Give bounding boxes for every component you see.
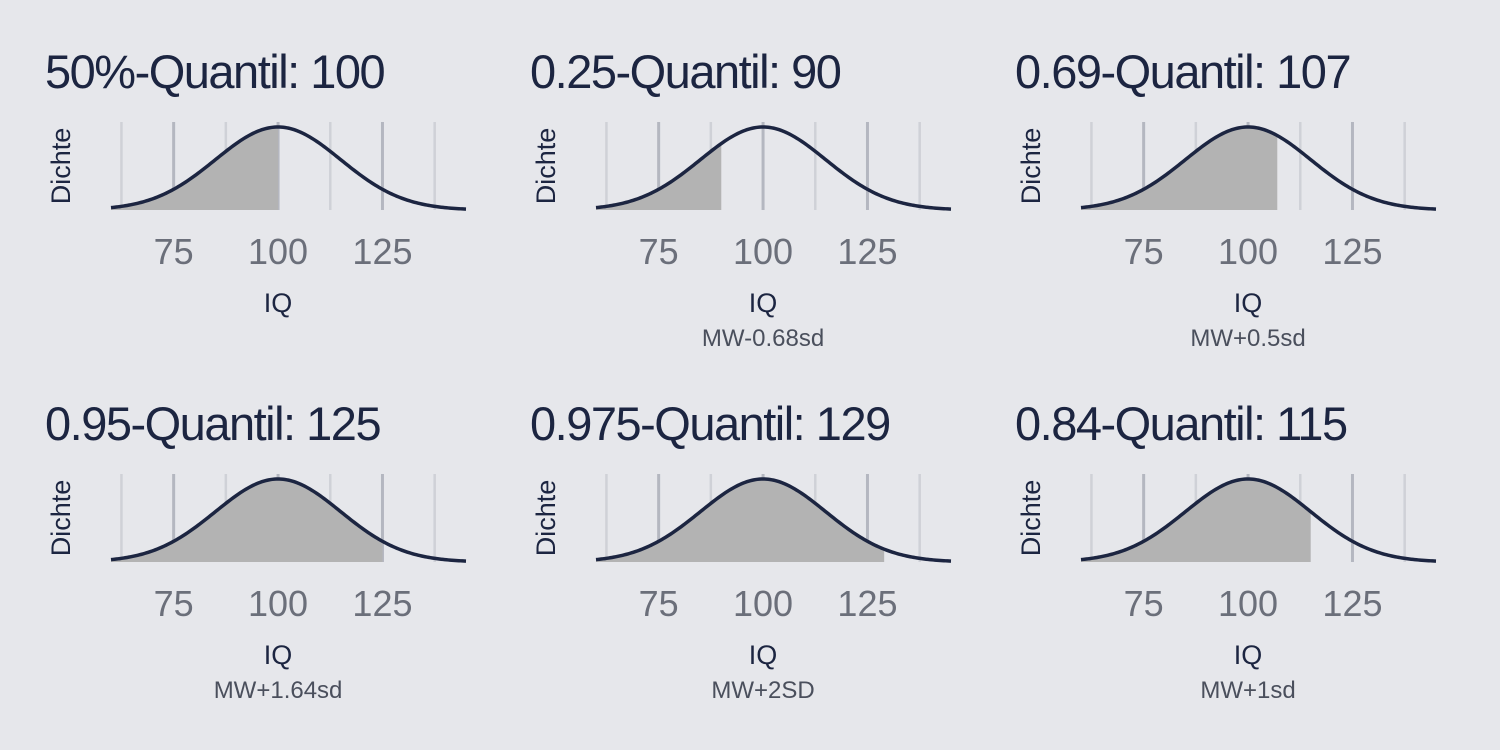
x-axis-title: IQ <box>264 288 293 318</box>
y-axis-title: Dichte <box>531 480 561 557</box>
y-axis-title: Dichte <box>1016 480 1046 557</box>
y-axis-title: Dichte <box>531 128 561 205</box>
panel-caption: MW+2SD <box>711 677 814 704</box>
x-tick-label: 125 <box>837 583 897 624</box>
chart-panel: 0.25-Quantil: 90 75 100 125 IQ Dichte MW-0.68s… <box>530 40 1010 390</box>
shaded-area <box>1081 127 1278 210</box>
x-tick-label: 75 <box>639 583 679 624</box>
panel-title: 50%-Quantil: 100 <box>45 45 386 98</box>
shaded-area <box>111 127 279 210</box>
x-tick-label: 100 <box>248 231 308 272</box>
x-axis-title: IQ <box>264 640 293 670</box>
panel-title: 0.95-Quantil: 125 <box>45 397 382 450</box>
density-curve <box>595 477 952 563</box>
density-curve <box>595 125 952 211</box>
density-curve <box>1080 125 1437 211</box>
x-tick-label: 125 <box>352 583 412 624</box>
x-tick-label: 75 <box>639 231 679 272</box>
density-plot: 75 100 125 IQ Dichte MW+0.5sd <box>1016 122 1437 352</box>
density-curve <box>110 477 467 563</box>
chart-panel: 0.95-Quantil: 125 75 100 125 IQ Dichte MW+1.64… <box>45 392 525 742</box>
panel-title: 0.975-Quantil: 129 <box>530 397 891 450</box>
panel-title: 0.69-Quantil: 107 <box>1015 45 1352 98</box>
density-plot: 75 100 125 IQ Dichte MW-0.68sd <box>531 122 952 352</box>
y-axis-title: Dichte <box>46 128 76 205</box>
chart-panel: 50%-Quantil: 100 75 100 125 IQ Dichte <box>45 40 525 390</box>
panel-title: 0.25-Quantil: 90 <box>530 45 842 98</box>
chart-panel: 0.84-Quantil: 115 75 100 125 IQ Dichte MW+1sd <box>1015 392 1495 742</box>
panel-caption: MW+0.5sd <box>1190 325 1305 352</box>
x-axis-title: IQ <box>749 640 778 670</box>
x-axis-title: IQ <box>1234 640 1263 670</box>
y-axis-title: Dichte <box>46 480 76 557</box>
x-tick-label: 125 <box>1322 583 1382 624</box>
x-tick-label: 100 <box>248 583 308 624</box>
shaded-area <box>111 479 383 562</box>
shaded-area <box>596 479 885 562</box>
chart-panel: 0.975-Quantil: 129 75 100 125 IQ Dichte MW+2SD <box>530 392 1010 742</box>
density-curve <box>1080 477 1437 563</box>
chart-panel: 0.69-Quantil: 107 75 100 125 IQ Dichte MW+0.5s… <box>1015 40 1495 390</box>
panel-title: 0.84-Quantil: 115 <box>1015 397 1348 450</box>
x-tick-label: 125 <box>837 231 897 272</box>
density-plot: 75 100 125 IQ Dichte MW+1sd <box>1016 474 1437 704</box>
x-tick-label: 125 <box>1322 231 1382 272</box>
shaded-area <box>596 143 722 210</box>
density-plot: 75 100 125 IQ Dichte MW+2SD <box>531 474 952 704</box>
panel-caption: MW+1.64sd <box>214 677 343 704</box>
shaded-area <box>1081 479 1311 562</box>
y-axis-title: Dichte <box>1016 128 1046 205</box>
x-tick-label: 100 <box>733 231 793 272</box>
panel-caption: MW-0.68sd <box>702 325 824 352</box>
density-plot: 75 100 125 IQ Dichte <box>46 122 467 318</box>
x-axis-title: IQ <box>749 288 778 318</box>
x-tick-label: 100 <box>733 583 793 624</box>
x-tick-label: 75 <box>1124 231 1164 272</box>
density-plot: 75 100 125 IQ Dichte MW+1.64sd <box>46 474 467 704</box>
x-tick-label: 100 <box>1218 231 1278 272</box>
x-axis-title: IQ <box>1234 288 1263 318</box>
x-tick-label: 100 <box>1218 583 1278 624</box>
panel-caption: MW+1sd <box>1200 677 1295 704</box>
x-tick-label: 75 <box>1124 583 1164 624</box>
x-tick-label: 75 <box>154 583 194 624</box>
x-tick-label: 75 <box>154 231 194 272</box>
x-tick-label: 125 <box>352 231 412 272</box>
density-curve <box>110 125 467 211</box>
